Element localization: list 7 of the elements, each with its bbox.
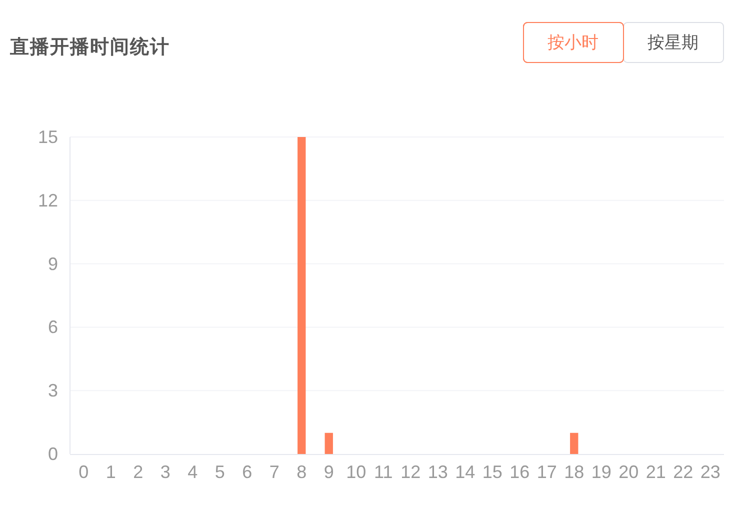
ytick: 15 xyxy=(38,127,58,147)
ytick: 0 xyxy=(48,444,58,464)
ytick: 6 xyxy=(48,317,58,338)
ytick: 3 xyxy=(48,380,58,401)
ytick: 12 xyxy=(38,190,58,210)
ytick: 9 xyxy=(48,254,58,274)
title: 直播开播时间统计 xyxy=(10,37,170,58)
